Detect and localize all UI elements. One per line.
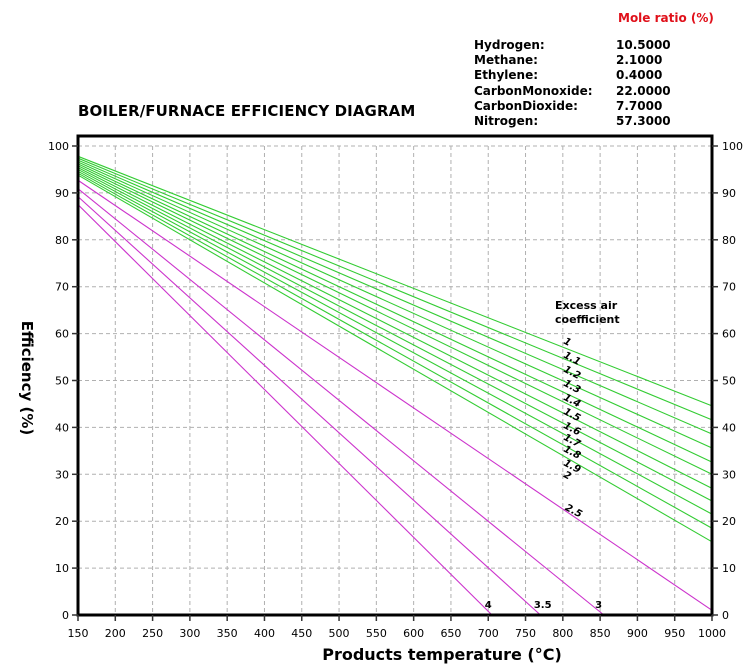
x-tick-label: 200: [105, 627, 126, 640]
curve-4: [77, 204, 493, 616]
curve-label: 1.3: [561, 378, 582, 396]
y-tick-label-left: 40: [55, 421, 69, 434]
y-tick-label-left: 30: [55, 468, 69, 481]
gas-name: Methane:: [474, 53, 538, 68]
x-tick-label: 600: [403, 627, 424, 640]
x-tick-label: 850: [590, 627, 611, 640]
y-tick-label-right: 50: [722, 375, 736, 388]
gas-value: 10.5000: [616, 38, 671, 52]
gas-row: CarbonMonoxide: 22.0000: [474, 84, 671, 99]
ticks: 0 0 10 10 20 20 30 30 40 40 50 50 60 60 70 70 80 80 90 90 10…: [48, 140, 743, 640]
y-axis-label: Efficiency (%): [18, 321, 36, 436]
x-tick-label: 1000: [698, 627, 726, 640]
curve-label: 3.5: [534, 600, 552, 611]
gas-row: Hydrogen: 10.5000: [474, 38, 671, 53]
y-tick-label-left: 100: [48, 140, 69, 153]
y-tick-label-right: 80: [722, 234, 736, 247]
curve-1-3: [77, 161, 713, 449]
curve-1-1: [77, 157, 713, 421]
curve-label: 1: [561, 336, 572, 349]
curve-3-5: [77, 196, 541, 616]
curve-label: 1.4: [561, 392, 582, 410]
x-tick-label: 450: [291, 627, 312, 640]
curve-1-8: [77, 170, 713, 515]
curve-1-7: [77, 168, 713, 502]
y-tick-label-right: 10: [722, 562, 736, 575]
curve-2-5: [77, 179, 713, 611]
axes: [76, 134, 714, 617]
x-tick-label: 400: [254, 627, 275, 640]
y-tick-label-left: 70: [55, 281, 69, 294]
y-tick-label-left: 50: [55, 375, 69, 388]
grid: [78, 145, 712, 615]
y-tick-label-right: 90: [722, 187, 736, 200]
gas-row: Nitrogen: 57.3000: [474, 114, 671, 129]
x-tick-label: 500: [329, 627, 350, 640]
gas-row: CarbonDioxide: 7.7000: [474, 99, 671, 114]
y-tick-label-right: 40: [722, 421, 736, 434]
x-tick-label: 550: [366, 627, 387, 640]
y-tick-label-left: 80: [55, 234, 69, 247]
curve-1-2: [77, 159, 713, 435]
y-tick-label-left: 0: [62, 609, 69, 622]
chart-title: BOILER/FURNACE EFFICIENCY DIAGRAM: [78, 102, 416, 120]
gas-value: 2.1000: [616, 53, 663, 68]
curve-1-9: [77, 172, 713, 529]
x-axis-label: Products temperature (°C): [322, 645, 562, 664]
y-tick-label-left: 60: [55, 328, 69, 341]
gas-row: Methane: 2.1000: [474, 53, 671, 68]
y-tick-label-left: 90: [55, 187, 69, 200]
curve-3: [77, 188, 605, 616]
gas-value: 0.4000: [616, 68, 663, 83]
y-tick-label-right: 20: [722, 515, 736, 528]
gas-value: 57.3000: [616, 114, 671, 129]
annotation-line-1: Excess air: [555, 299, 618, 312]
x-tick-label: 650: [440, 627, 461, 640]
x-tick-label: 950: [664, 627, 685, 640]
x-tick-label: 350: [217, 627, 238, 640]
gas-name: CarbonMonoxide:: [474, 83, 593, 98]
y-tick-label-right: 70: [722, 281, 736, 294]
curve-label: 2: [561, 470, 572, 483]
y-tick-label-right: 100: [722, 140, 743, 153]
curve-1-4: [77, 163, 713, 463]
gas-name: CarbonDioxide:: [474, 98, 578, 113]
annotation-line-2: coefficient: [555, 313, 620, 326]
mole-ratio-header: Mole ratio (%): [618, 11, 714, 25]
curve-label: 2.5: [563, 502, 584, 520]
gas-name: Nitrogen:: [474, 114, 539, 129]
x-tick-label: 250: [142, 627, 163, 640]
gas-composition-table: Hydrogen: 10.5000 Methane: 2.1000 Ethylene: 0…: [474, 38, 671, 129]
x-tick-label: 150: [68, 627, 89, 640]
curve-1-6: [77, 167, 713, 489]
gas-value: 22.0000: [616, 83, 671, 98]
curve-labels: 11.11.21.31.41.51.61.71.81.922.533.54: [485, 336, 602, 611]
gas-row: Ethylene: 0.4000: [474, 68, 671, 83]
curve-label: 3: [595, 600, 602, 611]
x-tick-label: 750: [515, 627, 536, 640]
curves: [77, 155, 713, 616]
x-tick-label: 300: [179, 627, 200, 640]
gas-name: Ethylene:: [474, 68, 539, 83]
y-tick-label-left: 20: [55, 515, 69, 528]
curve-1: [77, 155, 713, 407]
x-tick-label: 700: [478, 627, 499, 640]
gas-value: 7.7000: [616, 98, 663, 113]
gas-name: Hydrogen:: [474, 38, 545, 52]
y-tick-label-right: 60: [722, 328, 736, 341]
curve-label: 4: [485, 600, 492, 611]
plot-frame: [76, 134, 714, 617]
y-tick-label-right: 0: [722, 609, 729, 622]
curve-label: 1.2: [561, 364, 582, 382]
curve-1-5: [77, 165, 713, 475]
x-tick-label: 900: [627, 627, 648, 640]
y-tick-label-right: 30: [722, 468, 736, 481]
y-tick-label-left: 10: [55, 562, 69, 575]
x-tick-label: 800: [552, 627, 573, 640]
curve-2: [77, 174, 713, 543]
curve-label: 1.8: [561, 444, 582, 462]
